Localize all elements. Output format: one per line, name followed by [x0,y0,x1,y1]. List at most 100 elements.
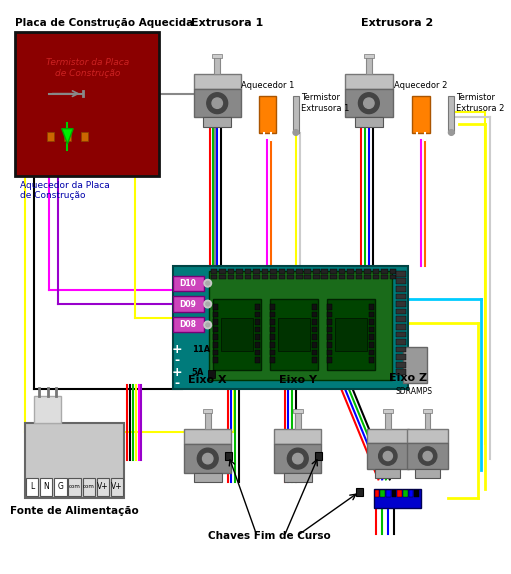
Bar [369,327,374,332]
Bar [219,275,226,280]
Bar [327,335,332,340]
Bar [295,412,300,429]
Bar [403,347,427,383]
Text: +: + [172,366,183,379]
Bar [423,409,432,413]
Bar [255,350,260,355]
Bar [312,319,317,325]
Bar [312,335,317,340]
Bar [339,275,345,280]
Bar [356,275,362,280]
Bar [274,429,321,444]
Bar [321,269,328,274]
Bar [270,357,275,363]
Text: Termistor
Extrusora 2: Termistor Extrusora 2 [456,94,504,113]
Bar [214,304,218,310]
Text: 5A: 5A [192,368,204,377]
Bar [194,473,222,482]
Bar [312,342,317,348]
Bar [373,275,379,280]
Text: 11A: 11A [192,345,210,354]
Bar [270,327,275,332]
Text: com: com [83,484,95,490]
Bar [15,32,159,176]
Bar [380,490,385,498]
Bar [375,469,400,479]
Bar [25,422,124,498]
Bar [305,275,311,280]
Bar [374,489,421,508]
Bar [369,319,374,325]
Bar [407,443,449,469]
Bar [327,350,332,355]
Text: L: L [30,483,34,491]
Bar [312,350,317,355]
Circle shape [287,448,308,469]
Bar [194,73,241,89]
Bar [383,409,392,413]
Bar [330,269,337,274]
Bar [375,490,379,498]
Bar [345,73,392,89]
Circle shape [207,93,227,114]
Bar [397,324,406,329]
Bar [274,444,321,473]
Circle shape [206,323,210,327]
Bar [245,269,251,274]
Bar [397,271,406,277]
Bar [213,54,222,57]
Bar [345,89,392,117]
Bar [369,350,374,355]
Text: V+: V+ [97,483,109,491]
Bar [397,316,406,322]
Bar [262,275,268,280]
Text: -: - [175,354,180,367]
Bar [184,429,231,444]
Polygon shape [62,129,73,144]
Bar [327,319,332,325]
Circle shape [202,453,213,464]
Text: Aquecedor da Placa
de Construção: Aquecedor da Placa de Construção [20,181,110,200]
Bar [386,490,391,498]
Text: D10: D10 [179,279,196,288]
Text: Placa de Construção Aquecida: Placa de Construção Aquecida [15,18,194,28]
Bar [293,96,299,133]
Bar [26,478,38,497]
Text: -: - [175,377,180,390]
Bar [355,117,383,127]
Bar [214,312,218,317]
Bar [214,357,218,363]
Text: Eixo X: Eixo X [189,375,227,385]
Bar [293,409,303,413]
Bar [390,275,397,280]
Bar [54,478,66,497]
Bar [367,429,409,443]
Bar [414,490,419,498]
Bar [47,131,54,141]
Text: D09: D09 [179,300,196,309]
Bar [327,299,375,370]
Bar [339,269,345,274]
Bar [255,327,260,332]
Bar [40,478,52,497]
Bar [364,269,371,274]
Bar [356,488,363,495]
Text: SDRAMPS: SDRAMPS [396,386,433,395]
Bar [255,342,260,348]
Bar [397,362,406,367]
Bar [397,278,406,284]
Bar [315,452,322,460]
Bar [327,357,332,363]
Circle shape [449,130,454,135]
Bar [184,444,231,473]
Bar [313,269,319,274]
Bar [255,335,260,340]
Circle shape [383,452,392,461]
Bar [397,301,406,307]
Text: Termistor
Extrusora 1: Termistor Extrusora 1 [300,94,349,113]
Bar [262,269,268,274]
Bar [219,269,226,274]
Bar [327,304,332,310]
Bar [330,275,337,280]
Circle shape [204,321,212,329]
